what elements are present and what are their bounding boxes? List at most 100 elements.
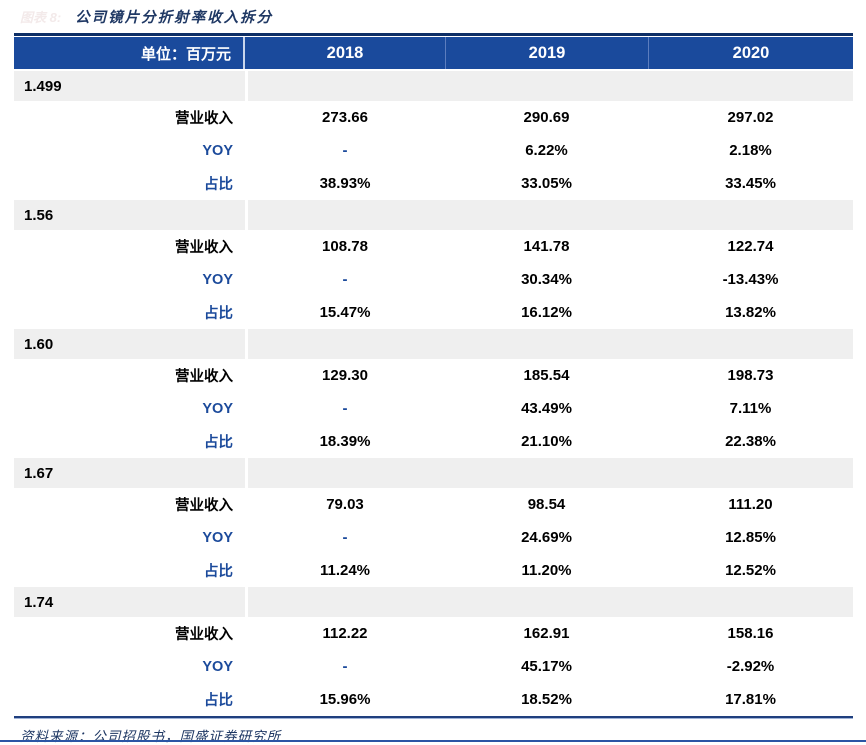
row-label-yoy: YOY: [202, 658, 233, 675]
data-row-revenue: 营业收入 112.22 162.91 158.16: [14, 617, 853, 650]
data-row-share: 占比 11.24% 11.20% 12.52%: [14, 554, 853, 587]
cell-value: 21.10%: [521, 433, 572, 450]
year-header-2019: 2019: [445, 37, 648, 69]
cell-value: 12.85%: [725, 529, 776, 546]
cell-value: 15.96%: [319, 691, 371, 708]
cell-value: 18.39%: [319, 433, 371, 450]
figure-header: 图表 8: 公司镜片分折射率收入拆分: [0, 0, 866, 33]
data-row-share: 占比 38.93% 33.05% 33.45%: [14, 167, 853, 200]
table-top-rule: [14, 33, 853, 36]
cell-value: -2.92%: [726, 658, 775, 675]
data-row-yoy: YOY - 24.69% 12.85%: [14, 521, 853, 554]
cell-value: -: [342, 400, 348, 417]
revenue-table: 单位：百万元 2018 2019 2020 1.499 营业收入 273.66 290…: [14, 33, 853, 719]
data-row-revenue: 营业收入 79.03 98.54 111.20: [14, 488, 853, 521]
cell-value: -: [342, 142, 348, 159]
section-fill: [248, 71, 853, 101]
cell-value: 33.05%: [521, 175, 572, 192]
section-name: 1.67: [14, 458, 245, 488]
cell-value: 112.22: [322, 625, 368, 642]
data-row-revenue: 营业收入 108.78 141.78 122.74: [14, 230, 853, 263]
row-label-yoy: YOY: [202, 142, 233, 159]
section-header-row: 1.56: [14, 200, 853, 230]
column-divider: [245, 329, 248, 359]
data-row-revenue: 营业收入 273.66 290.69 297.02: [14, 101, 853, 134]
unit-header-cell: 单位：百万元: [14, 37, 245, 69]
cell-value: 11.20%: [521, 562, 572, 579]
data-row-revenue: 营业收入 129.30 185.54 198.73: [14, 359, 853, 392]
column-divider: [245, 587, 248, 617]
table-section: 1.60 营业收入 129.30 185.54 198.73 YOY - 43.49% 7.11…: [14, 329, 853, 458]
row-label-revenue: 营业收入: [175, 369, 233, 385]
row-label-revenue: 营业收入: [175, 240, 233, 256]
cell-value: 290.69: [523, 109, 570, 126]
table-body: 1.499 营业收入 273.66 290.69 297.02 YOY - 6.22% 2.18…: [14, 71, 853, 716]
data-row-share: 占比 18.39% 21.10% 22.38%: [14, 425, 853, 458]
section-name: 1.60: [14, 329, 245, 359]
row-label-yoy: YOY: [202, 529, 233, 546]
table-bottom-rule: [14, 716, 853, 718]
section-name: 1.499: [14, 71, 245, 101]
cell-value: 141.78: [523, 238, 570, 255]
cell-value: 38.93%: [319, 175, 371, 192]
cell-value: 33.45%: [725, 175, 776, 192]
column-divider: [245, 200, 248, 230]
table-section: 1.74 营业收入 112.22 162.91 158.16 YOY - 45.17% -2.9…: [14, 587, 853, 716]
cell-value: 98.54: [527, 496, 566, 513]
table-section: 1.56 营业收入 108.78 141.78 122.74 YOY - 30.34% -13.…: [14, 200, 853, 329]
cell-value: 11.24%: [319, 562, 371, 579]
cell-value: -: [342, 529, 348, 546]
column-divider: [245, 458, 248, 488]
year-header-2018: 2018: [326, 43, 364, 62]
cell-value: 6.22%: [525, 142, 568, 159]
cell-value: 185.54: [523, 367, 570, 384]
column-divider: [245, 71, 248, 101]
row-label-yoy: YOY: [202, 400, 233, 417]
cell-value: 122.74: [727, 238, 774, 255]
cell-value: -: [342, 658, 348, 675]
cell-value: 12.52%: [725, 562, 776, 579]
cell-value: 18.52%: [521, 691, 572, 708]
row-label-share: 占比: [204, 435, 233, 451]
section-name: 1.56: [14, 200, 245, 230]
row-label-revenue: 营业收入: [175, 498, 233, 514]
cell-value: 2.18%: [729, 142, 772, 159]
cell-value: 129.30: [322, 367, 368, 384]
table-section: 1.499 营业收入 273.66 290.69 297.02 YOY - 6.22% 2.18…: [14, 71, 853, 200]
data-row-yoy: YOY - 30.34% -13.43%: [14, 263, 853, 296]
cell-value: 273.66: [322, 109, 368, 126]
section-fill: [248, 458, 853, 488]
cell-value: 43.49%: [521, 400, 572, 417]
cell-value: 79.03: [326, 496, 364, 513]
data-row-yoy: YOY - 45.17% -2.92%: [14, 650, 853, 683]
cell-value: 45.17%: [521, 658, 572, 675]
table-section: 1.67 营业收入 79.03 98.54 111.20 YOY - 24.69% 12.85%…: [14, 458, 853, 587]
cell-value: -13.43%: [722, 271, 779, 288]
section-fill: [248, 200, 853, 230]
data-row-yoy: YOY - 6.22% 2.18%: [14, 134, 853, 167]
table-header-row: 单位：百万元 2018 2019 2020: [14, 37, 853, 69]
row-label-revenue: 营业收入: [175, 627, 233, 643]
cell-value: 30.34%: [521, 271, 572, 288]
cell-value: 111.20: [728, 496, 773, 513]
cell-value: 297.02: [727, 109, 774, 126]
section-header-row: 1.67: [14, 458, 853, 488]
cell-value: 162.91: [523, 625, 570, 642]
cell-value: 17.81%: [725, 691, 776, 708]
data-row-yoy: YOY - 43.49% 7.11%: [14, 392, 853, 425]
cell-value: 7.11%: [729, 400, 772, 417]
year-header-2020: 2020: [648, 37, 853, 69]
row-label-share: 占比: [204, 177, 233, 193]
figure-number-label: 图表 8:: [20, 10, 62, 25]
row-label-revenue: 营业收入: [175, 111, 233, 127]
figure-title: 公司镜片分折射率收入拆分: [75, 10, 274, 26]
section-header-row: 1.60: [14, 329, 853, 359]
cell-value: 24.69%: [521, 529, 572, 546]
section-name: 1.74: [14, 587, 245, 617]
cell-value: 15.47%: [319, 304, 371, 321]
cell-value: 158.16: [727, 625, 774, 642]
cell-value: 22.38%: [725, 433, 776, 450]
table-bottom-rule-shadow: [14, 718, 853, 719]
row-label-share: 占比: [204, 693, 233, 709]
